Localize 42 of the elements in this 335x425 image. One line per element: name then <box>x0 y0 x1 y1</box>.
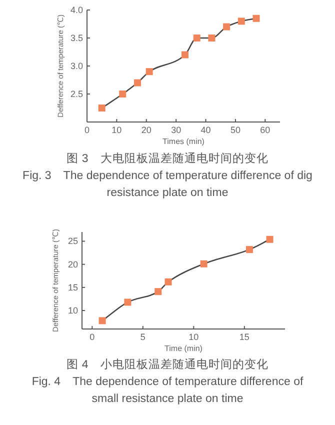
y-tick-label: 10 <box>68 306 78 316</box>
x-tick-label: 5 <box>140 332 146 342</box>
y-tick-label: 3.5 <box>70 33 83 43</box>
point <box>223 23 230 30</box>
x-tick-label: 20 <box>141 125 152 135</box>
point <box>208 34 216 42</box>
y-tick-label: 15 <box>68 282 78 292</box>
point <box>200 260 208 268</box>
point <box>154 288 162 296</box>
x-tick-label: 60 <box>260 125 270 135</box>
x-tick-label: 0 <box>84 125 90 135</box>
x-tick-label: 10 <box>188 332 199 342</box>
point <box>134 79 141 86</box>
caption: 图 4 小电阻板温差随通电时间的变化 <box>66 357 268 371</box>
y-tick-label: 20 <box>68 259 78 270</box>
point <box>238 18 245 25</box>
x-tick-label: 40 <box>200 125 211 135</box>
x-tick-label: 15 <box>239 332 250 342</box>
point <box>119 90 126 98</box>
point <box>98 317 106 324</box>
y-tick-label: 25 <box>68 236 78 246</box>
x-tick-label: 30 <box>171 125 182 135</box>
point <box>146 68 153 76</box>
point <box>181 51 188 58</box>
point <box>246 246 253 254</box>
x-tick-label: 50 <box>230 125 240 135</box>
caption: 图 3 大电阻板温差随通电时间的变化 <box>66 151 268 165</box>
caption: Fig. 4 The dependence of temperature difference of small resistance plate on time <box>32 376 304 405</box>
x-tick-label: 0 <box>90 332 95 342</box>
point <box>124 298 132 306</box>
caption: Fig. 3 The dependence of temperature difference of dig resistance plate on time <box>22 170 312 199</box>
x-axis-title: Times (min) <box>162 137 205 146</box>
point <box>252 14 260 22</box>
point <box>193 34 200 42</box>
x-axis-title: Time (min) <box>164 344 203 353</box>
y-tick-label: 3.0 <box>70 61 83 71</box>
x-tick-label: 10 <box>112 125 122 135</box>
point <box>164 278 172 286</box>
y-tick-label: 2.5 <box>70 89 83 99</box>
point <box>266 236 274 243</box>
point <box>98 104 106 112</box>
y-tick-label: 4.0 <box>70 5 83 15</box>
